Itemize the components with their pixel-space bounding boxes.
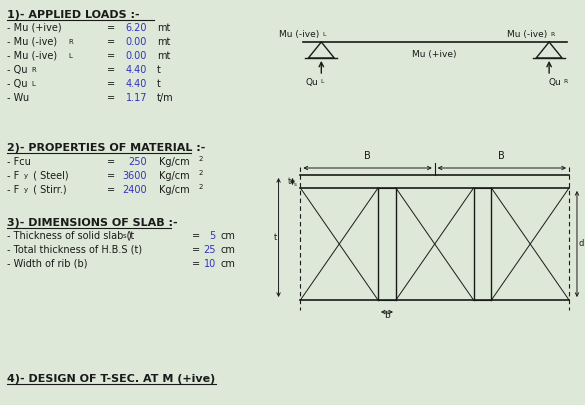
Text: =: = bbox=[108, 185, 116, 195]
Text: R: R bbox=[563, 79, 567, 84]
Text: L: L bbox=[322, 32, 326, 37]
Text: R: R bbox=[550, 32, 555, 37]
Text: R: R bbox=[68, 39, 73, 45]
Text: y: y bbox=[24, 187, 28, 193]
Text: cm: cm bbox=[221, 231, 236, 241]
Text: 25: 25 bbox=[204, 245, 216, 255]
Text: cm: cm bbox=[221, 245, 236, 255]
Text: =: = bbox=[108, 171, 116, 181]
Text: s: s bbox=[294, 181, 297, 186]
Text: - Mu (+ive): - Mu (+ive) bbox=[7, 23, 61, 33]
Text: 6.20: 6.20 bbox=[126, 23, 147, 33]
Text: cm: cm bbox=[221, 259, 236, 269]
Text: 2)- PROPERTIES OF MATERIAL :-: 2)- PROPERTIES OF MATERIAL :- bbox=[7, 143, 205, 153]
Text: =: = bbox=[108, 157, 116, 167]
Text: ): ) bbox=[128, 231, 131, 241]
Text: 4)- DESIGN OF T-SEC. AT M (+ive): 4)- DESIGN OF T-SEC. AT M (+ive) bbox=[7, 374, 215, 384]
Text: - Thickness of solid slab (t: - Thickness of solid slab (t bbox=[7, 231, 134, 241]
Text: - Qu: - Qu bbox=[7, 65, 27, 75]
Text: - Width of rib (b): - Width of rib (b) bbox=[7, 259, 88, 269]
Text: y: y bbox=[24, 173, 28, 179]
Text: 1)- APPLIED LOADS :-: 1)- APPLIED LOADS :- bbox=[7, 10, 140, 20]
Text: - Mu (-ive): - Mu (-ive) bbox=[7, 51, 57, 61]
Text: Qu: Qu bbox=[305, 78, 318, 87]
Text: - F: - F bbox=[7, 171, 19, 181]
Text: B: B bbox=[498, 151, 505, 161]
Text: mt: mt bbox=[157, 51, 171, 61]
Text: t: t bbox=[273, 232, 277, 241]
Text: - F: - F bbox=[7, 185, 19, 195]
Text: - Qu: - Qu bbox=[7, 79, 27, 89]
Text: =: = bbox=[108, 51, 116, 61]
Text: mt: mt bbox=[157, 37, 171, 47]
Text: 250: 250 bbox=[129, 157, 147, 167]
Text: 5: 5 bbox=[209, 231, 216, 241]
Text: Mu (-ive): Mu (-ive) bbox=[507, 30, 547, 39]
Text: Qu: Qu bbox=[548, 78, 561, 87]
Text: Kg/cm: Kg/cm bbox=[159, 185, 190, 195]
Text: s: s bbox=[123, 233, 126, 239]
Text: =: = bbox=[108, 79, 116, 89]
Text: 3)- DIMENSIONS OF SLAB :-: 3)- DIMENSIONS OF SLAB :- bbox=[7, 218, 178, 228]
Text: =: = bbox=[108, 65, 116, 75]
Text: =: = bbox=[192, 231, 200, 241]
Text: - Wu: - Wu bbox=[7, 93, 29, 103]
Text: 4.40: 4.40 bbox=[126, 79, 147, 89]
Text: =: = bbox=[192, 245, 200, 255]
Text: =: = bbox=[108, 93, 116, 103]
Text: t: t bbox=[157, 79, 161, 89]
Text: ( Stirr.): ( Stirr.) bbox=[30, 185, 67, 195]
Text: B: B bbox=[364, 151, 370, 161]
Text: 2: 2 bbox=[199, 170, 204, 176]
Text: t: t bbox=[157, 65, 161, 75]
Text: L: L bbox=[321, 79, 324, 84]
Text: 10: 10 bbox=[204, 259, 216, 269]
Text: 0.00: 0.00 bbox=[126, 51, 147, 61]
Text: - Fcu: - Fcu bbox=[7, 157, 31, 167]
Text: Kg/cm: Kg/cm bbox=[159, 171, 190, 181]
Text: Kg/cm: Kg/cm bbox=[159, 157, 190, 167]
Text: 2: 2 bbox=[199, 184, 204, 190]
Text: t/m: t/m bbox=[157, 93, 174, 103]
Text: - Mu (-ive): - Mu (-ive) bbox=[7, 37, 57, 47]
Text: =: = bbox=[108, 37, 116, 47]
Text: - Total thickness of H.B.S (t): - Total thickness of H.B.S (t) bbox=[7, 245, 142, 255]
Text: b: b bbox=[384, 311, 390, 320]
Text: 0.00: 0.00 bbox=[126, 37, 147, 47]
Text: L: L bbox=[32, 81, 36, 87]
Text: Mu (-ive): Mu (-ive) bbox=[279, 30, 319, 39]
Text: Mu (+ive): Mu (+ive) bbox=[412, 50, 457, 59]
Text: 1.17: 1.17 bbox=[126, 93, 147, 103]
Text: =: = bbox=[108, 23, 116, 33]
Text: 2400: 2400 bbox=[123, 185, 147, 195]
Text: t: t bbox=[287, 177, 291, 185]
Text: R: R bbox=[32, 67, 37, 73]
Text: ( Steel): ( Steel) bbox=[30, 171, 68, 181]
Text: L: L bbox=[68, 53, 73, 59]
Text: 3600: 3600 bbox=[123, 171, 147, 181]
Text: mt: mt bbox=[157, 23, 171, 33]
Text: 4.40: 4.40 bbox=[126, 65, 147, 75]
Text: d: d bbox=[579, 239, 584, 249]
Text: 2: 2 bbox=[199, 156, 204, 162]
Text: =: = bbox=[192, 259, 200, 269]
